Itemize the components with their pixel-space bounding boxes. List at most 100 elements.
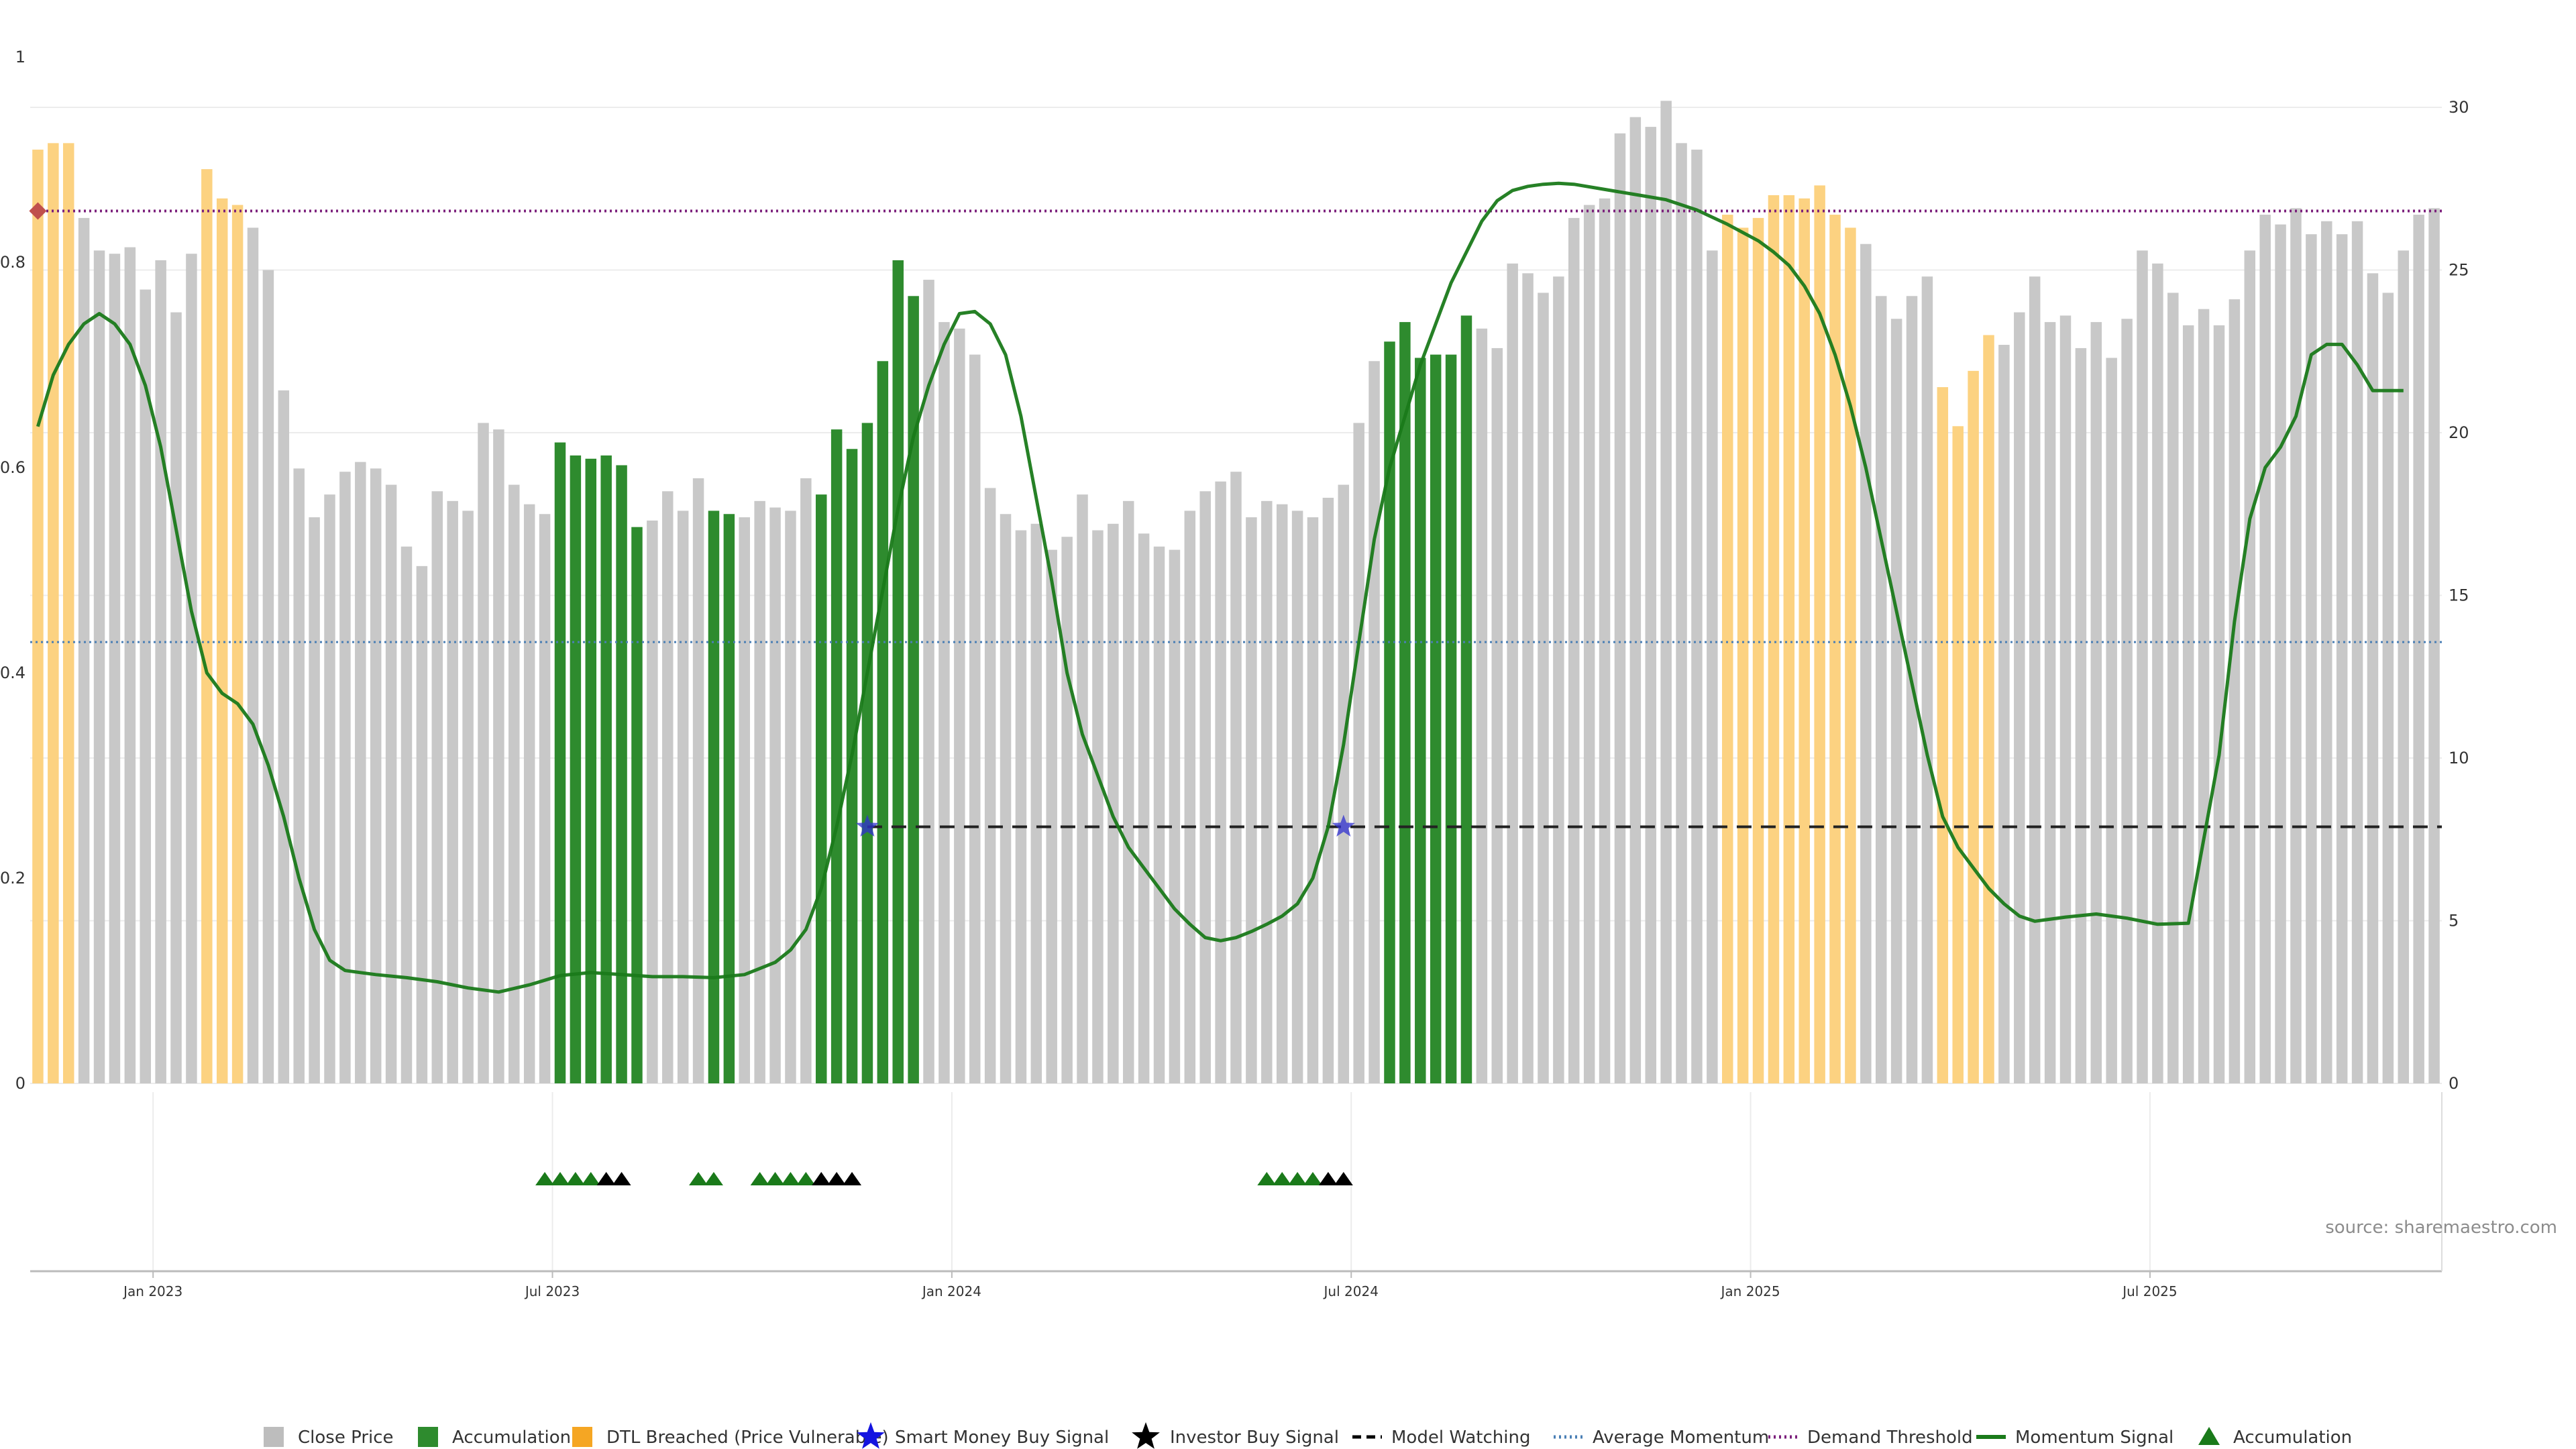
close-price-bar [754,500,765,1083]
close-price-bar [1614,133,1626,1083]
y-left-tick-label: 1 [15,48,25,66]
y-right-tick-label: 10 [2449,749,2469,767]
dtl-breached-bar [1829,215,1841,1083]
accumulation-bar [554,442,566,1083]
close-price-bar [262,270,274,1083]
close-price-bar [447,500,458,1083]
accumulation-legend-triangle [2198,1427,2220,1445]
close-price-bar [293,468,305,1083]
legend-label: Accumulation [452,1428,571,1448]
close-price-bar [1261,500,1273,1083]
close-price-bar [324,494,335,1083]
close-price-bar [647,520,658,1083]
close-price-bar [2121,319,2133,1083]
close-price-bar [1184,511,1196,1083]
close-price-bar [2152,263,2163,1083]
close-price-bar [1599,198,1611,1083]
close-price-bar [1077,494,1088,1083]
accumulation-bar [861,423,873,1083]
demand-threshold-marker [29,202,47,220]
close-price-bar [769,507,781,1083]
signal-markers [29,202,1355,837]
close-price-bar [493,429,504,1083]
y-right-tick-label: 15 [2449,586,2469,605]
close-price-bar [385,484,397,1083]
dtl-breached-bar [1768,195,1780,1084]
close-price-bar [2044,322,2056,1084]
close-price-bar [1522,273,1534,1084]
close-price-bar [339,472,351,1083]
accumulation-bar [1399,322,1411,1084]
momentum-signal [36,181,2404,994]
close-price-bar [78,217,90,1083]
close-price-bar [1860,244,1872,1084]
legend-item-model: Model Watching [1352,1428,1530,1448]
close-price-bar [170,312,182,1083]
close-price-bar [1338,484,1350,1083]
accumulation-marker [1288,1172,1307,1185]
close-price-bar [431,491,443,1083]
legend-item-investor: Investor Buy Signal [1132,1422,1339,1449]
close-price-bar [954,328,965,1083]
accumulation-marker [750,1172,769,1185]
accumulation-bar [1445,354,1457,1083]
close-legend-swatch [264,1427,284,1447]
close-price-bar [247,227,259,1084]
smart-legend-star-icon [857,1422,885,1449]
dtl-breached-bar [32,150,44,1083]
dtl-breached-bar [1983,335,1994,1083]
legend-label: Investor Buy Signal [1170,1428,1339,1448]
investor-legend-star-icon [1132,1422,1160,1449]
close-price-bar [2413,215,2424,1083]
legend-item-smart: Smart Money Buy Signal [857,1422,1109,1449]
close-price-bar [400,546,413,1083]
y-right-tick-label: 30 [2449,98,2469,117]
close-price-bar [109,254,121,1083]
close-price-bar [478,423,489,1083]
close-price-bar [1276,504,1288,1083]
investor-buy-marker [843,1172,862,1185]
axes: 0 5 10 15 20 25 30 0 0.2 0.4 0.6 0.8 1 Jan 2023 Jul 20… [0,48,2469,1299]
close-price-bar [1691,150,1703,1083]
close-price-bar [1291,511,1303,1083]
close-price-bar [692,478,704,1083]
investor-buy-marker [812,1172,831,1185]
x-tick-label: Jan 2025 [1720,1283,1780,1299]
accumulation-bar [1460,315,1472,1083]
accumulation-marker [704,1172,723,1185]
smart-money-buy-star [1332,814,1355,837]
y-right-tick-label: 0 [2449,1074,2459,1093]
accumulation-bar [1415,358,1426,1084]
accumulation-marker [581,1172,600,1185]
dtl-breached-bar [1752,217,1764,1083]
accumulation-bar [585,458,597,1083]
dtl-breached-bar [1721,215,1733,1083]
investor-buy-marker [596,1172,616,1185]
close-price-bar [2029,276,2041,1084]
accumulation-bar [570,455,582,1083]
close-price-bar [93,250,105,1083]
close-price-bar [462,511,474,1083]
dtl-breached-bar [1968,370,1979,1083]
close-price-bar [739,517,751,1083]
legend-label: Momentum Signal [2015,1428,2174,1448]
legend-item-close: Close Price [264,1427,394,1448]
legend-item-acc: Accumulation [418,1427,571,1448]
close-price-bar [539,514,551,1083]
close-price-bar [1707,250,1718,1083]
accumulation-marker [550,1172,570,1185]
close-price-bar [677,511,689,1083]
y-left-tick-label: 0.2 [0,869,25,888]
close-price-bar [1322,498,1334,1083]
close-price-bar [1000,514,1012,1083]
momentum-signal-line [36,181,2404,994]
legend-item-momentum: Momentum Signal [1976,1428,2174,1448]
close-price-bar [1491,347,1503,1083]
close-price-bar [1368,361,1380,1083]
accumulation-marker [781,1172,800,1185]
close-price-bar [2182,325,2194,1084]
dtl-breached-bar [63,143,74,1084]
y-left-tick-label: 0.6 [0,458,25,477]
close-price-bar [785,511,796,1083]
close-price-bar [1676,143,1687,1084]
